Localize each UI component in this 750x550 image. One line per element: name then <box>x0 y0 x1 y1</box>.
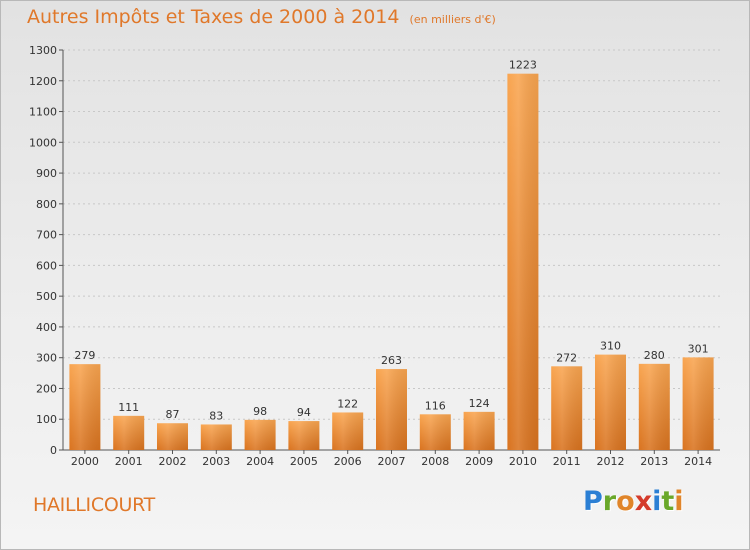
x-tick-label: 2006 <box>334 455 362 468</box>
bar-2003 <box>200 424 232 450</box>
bar-shine <box>551 366 583 450</box>
x-tick-label: 2010 <box>509 455 537 468</box>
y-tick-label: 500 <box>36 290 57 303</box>
bar-2007 <box>376 369 407 450</box>
value-label: 122 <box>337 397 358 410</box>
bar-shine <box>419 414 451 450</box>
y-tick-label: 200 <box>36 382 57 395</box>
chart-title-text: Autres Impôts et Taxes de 2000 à 2014 <box>27 6 400 28</box>
x-tick-labels: 2000 2001 2002 2003 2004 2005 2006 2007 2008 2009… <box>71 455 712 468</box>
x-tick-label: 2008 <box>421 455 449 468</box>
logo-letter: i <box>652 486 662 517</box>
bar-2011 <box>551 366 583 450</box>
x-tick-label: 2003 <box>202 455 230 468</box>
value-label: 124 <box>469 397 490 410</box>
bar-2006 <box>332 412 364 450</box>
bar-shine <box>682 357 714 450</box>
bar-2010 <box>507 73 539 450</box>
y-tick-label: 1100 <box>29 106 57 119</box>
proxiti-logo: Proxiti <box>583 486 684 517</box>
x-tick-label: 2001 <box>115 455 143 468</box>
value-label: 301 <box>688 342 709 355</box>
x-tick-label: 2009 <box>465 455 493 468</box>
value-label: 263 <box>381 354 402 367</box>
bar-shine <box>595 354 626 450</box>
y-tick-labels: 0 100 200 300 400 500 600 700 800 900 1000 1100 1200… <box>29 44 57 457</box>
bar-2013 <box>638 363 670 450</box>
bar-shine <box>288 421 320 450</box>
value-label: 280 <box>644 349 665 362</box>
bar-shine <box>200 424 232 450</box>
logo-letter: i <box>674 486 684 517</box>
x-tick-label: 2007 <box>378 455 406 468</box>
bar-shine <box>463 411 495 450</box>
y-tick-label: 700 <box>36 229 57 242</box>
logo-letter: t <box>661 486 675 517</box>
bars <box>69 73 714 450</box>
value-label: 111 <box>118 401 139 414</box>
bar-shine <box>113 415 145 450</box>
bar-2000 <box>69 364 101 450</box>
bar-2001 <box>113 415 145 450</box>
bar-shine <box>332 412 364 450</box>
value-labels: 279 111 87 83 98 94 122 263 116 124 1223 272 310 280 3… <box>74 59 708 423</box>
chart-title: Autres Impôts et Taxes de 2000 à 2014 (e… <box>27 6 496 28</box>
chart-unit: (en milliers d'€) <box>409 13 496 26</box>
bar-shine <box>244 419 276 450</box>
x-tick-label: 2013 <box>640 455 668 468</box>
value-label: 83 <box>209 409 223 422</box>
value-label: 116 <box>425 399 446 412</box>
x-tick-label: 2005 <box>290 455 318 468</box>
bar-2008 <box>419 414 451 450</box>
x-tick-label: 2011 <box>553 455 581 468</box>
value-label: 279 <box>74 349 95 362</box>
y-tick-label: 1200 <box>29 75 57 88</box>
bar-2005 <box>288 421 320 450</box>
y-tick-label: 400 <box>36 321 57 334</box>
x-tick-label: 2000 <box>71 455 99 468</box>
value-label: 98 <box>253 405 267 418</box>
bar-2002 <box>157 423 188 450</box>
y-tick-label: 900 <box>36 167 57 180</box>
x-tick-label: 2014 <box>684 455 712 468</box>
bar-shine <box>638 363 670 450</box>
logo-letter: r <box>602 486 617 517</box>
bar-shine <box>507 73 539 450</box>
bar-2009 <box>463 411 495 450</box>
y-tick-label: 0 <box>50 444 57 457</box>
logo-letter: P <box>583 486 603 517</box>
bar-2012 <box>595 354 626 450</box>
y-tick-label: 300 <box>36 352 57 365</box>
bar-2014 <box>682 357 714 450</box>
logo-letter: o <box>616 486 635 517</box>
x-tick-label: 2004 <box>246 455 274 468</box>
value-label: 1223 <box>509 59 537 72</box>
logo-letter: x <box>634 486 653 517</box>
bar-2004 <box>244 419 276 450</box>
y-tick-label: 1300 <box>29 44 57 57</box>
value-label: 87 <box>166 408 180 421</box>
place-name: HAILLICOURT <box>33 494 155 516</box>
x-tick-label: 2012 <box>597 455 625 468</box>
bar-shine <box>69 364 101 450</box>
bar-shine <box>157 423 188 450</box>
y-tick-label: 600 <box>36 259 57 272</box>
value-label: 94 <box>297 406 311 419</box>
value-label: 272 <box>556 351 577 364</box>
x-tick-label: 2002 <box>159 455 187 468</box>
y-tick-label: 1000 <box>29 136 57 149</box>
bar-shine <box>376 369 407 450</box>
y-tick-label: 800 <box>36 198 57 211</box>
y-tick-label: 100 <box>36 413 57 426</box>
value-label: 310 <box>600 340 621 353</box>
